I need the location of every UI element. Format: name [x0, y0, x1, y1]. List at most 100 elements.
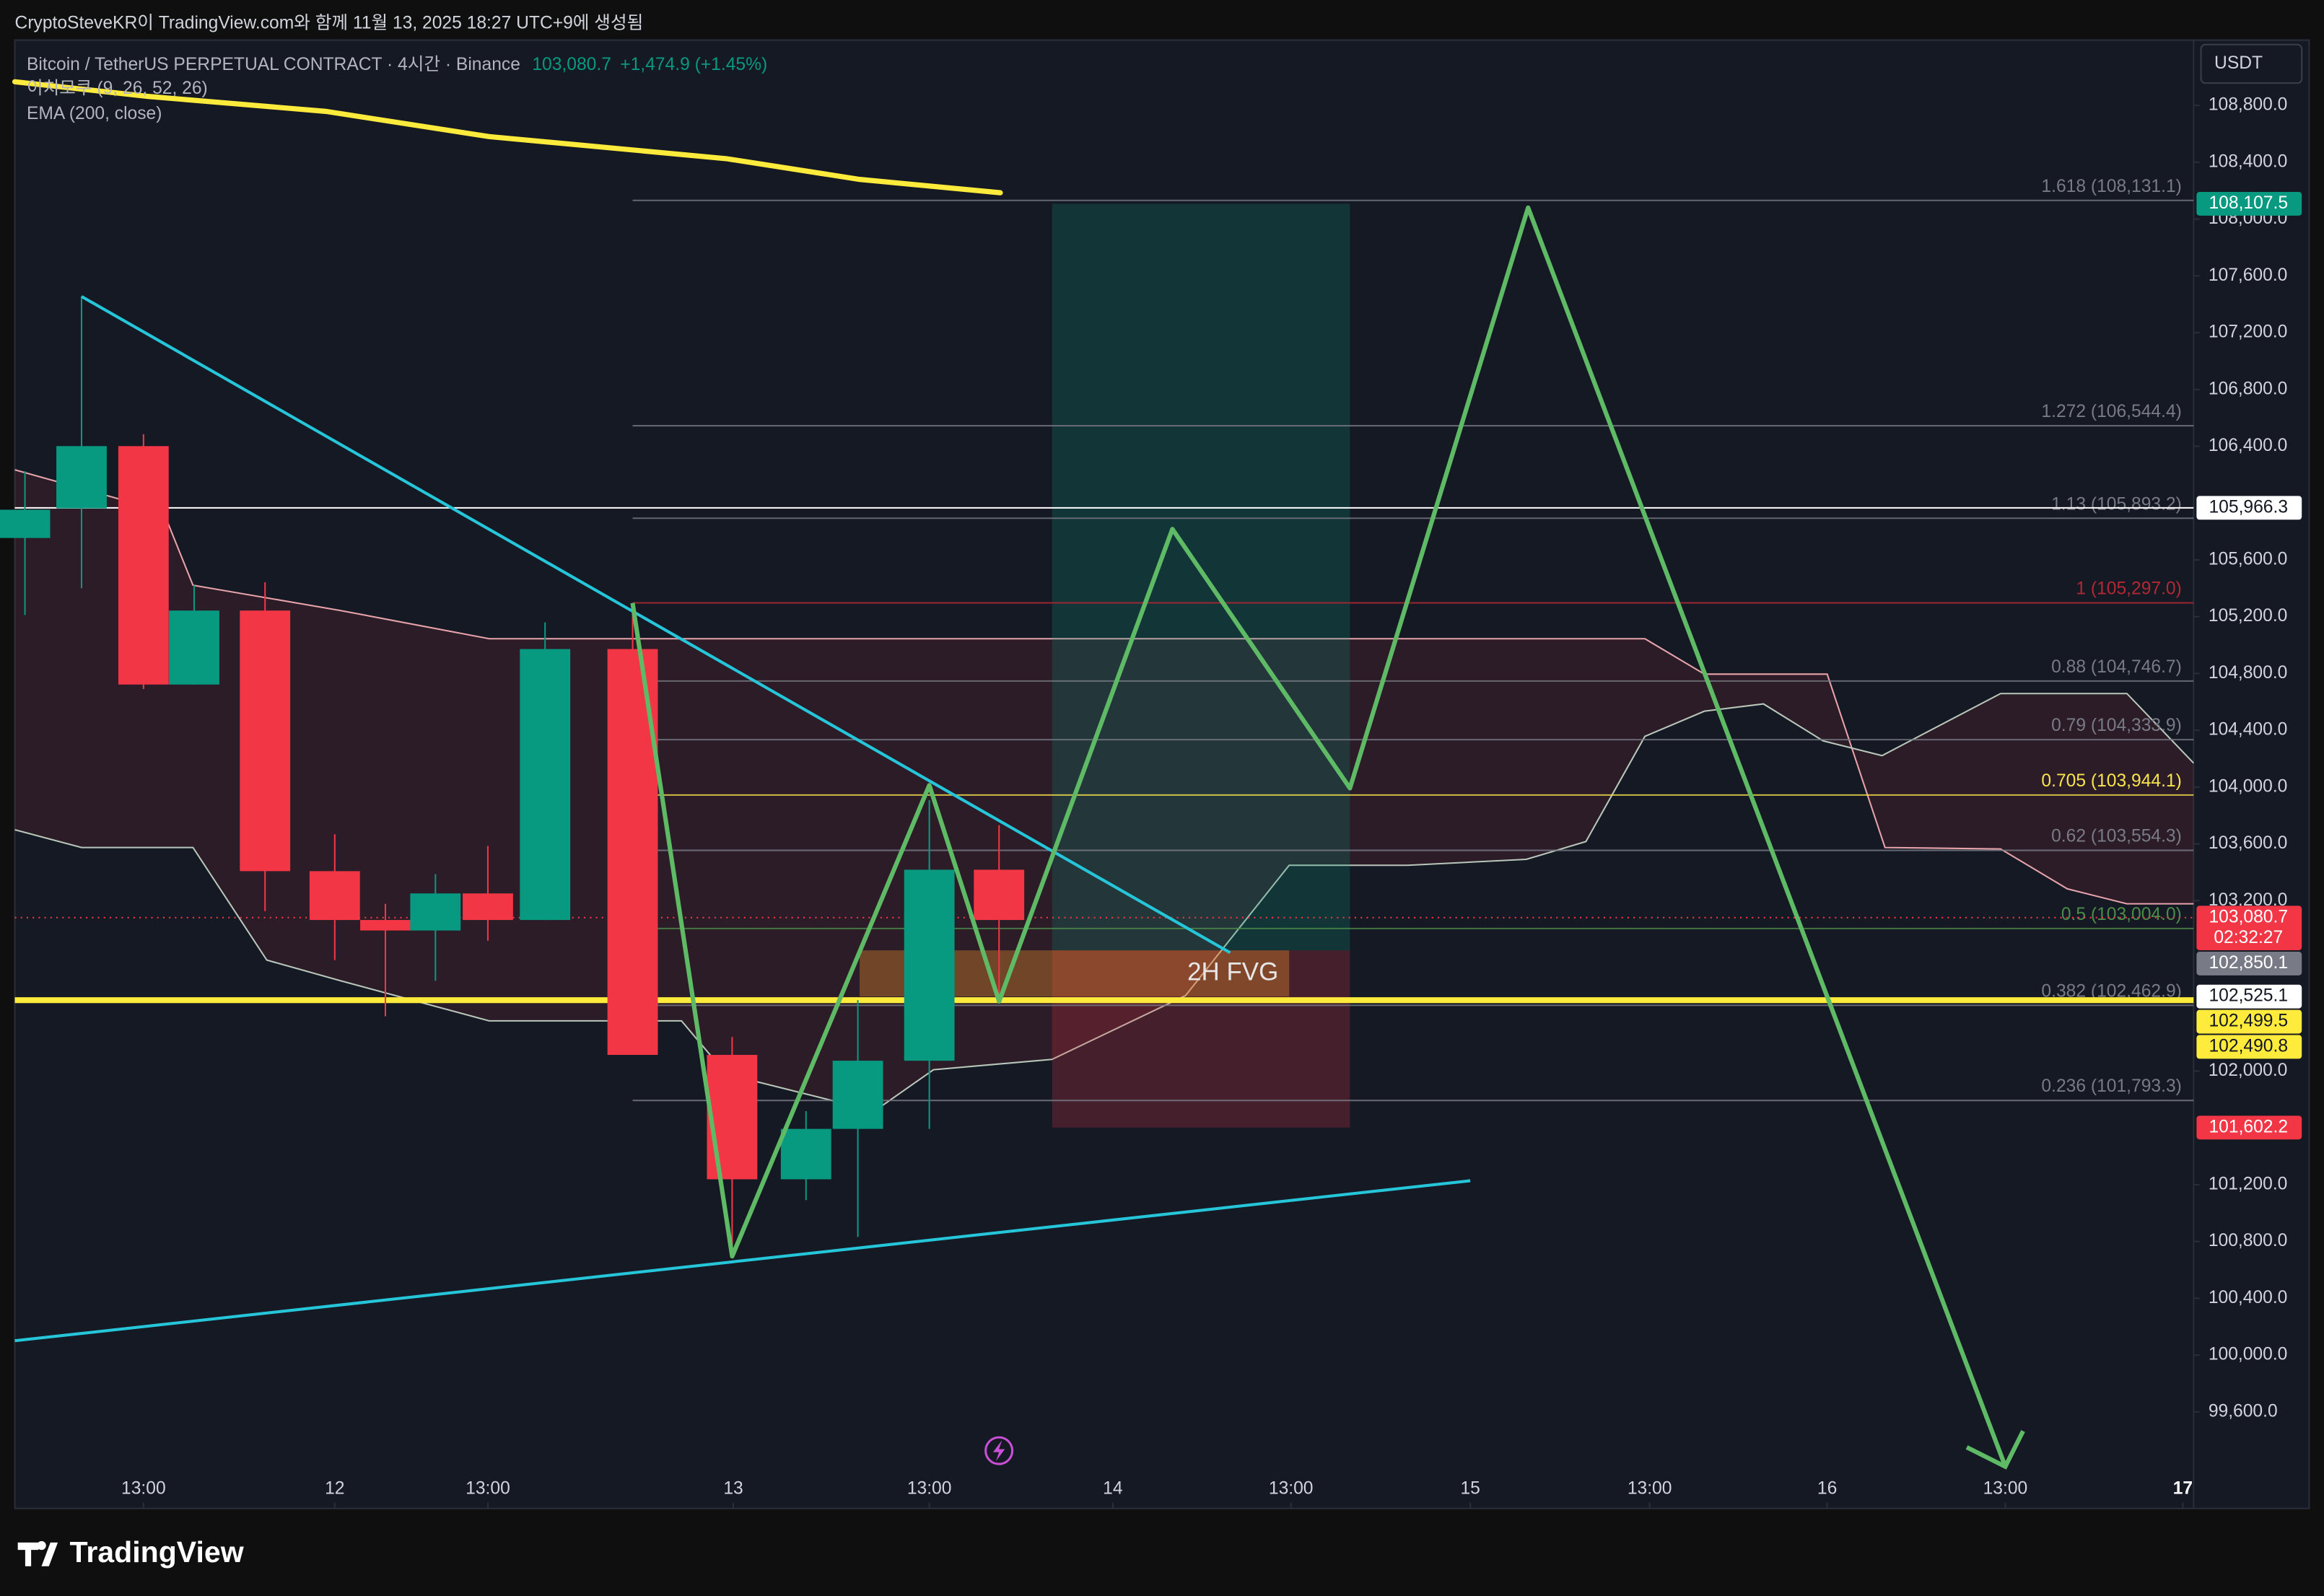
fvg-label: 2H FVG	[1187, 957, 1278, 986]
x-tick-label: 13:00	[1983, 1479, 2028, 1499]
x-tick-label: 13:00	[121, 1479, 166, 1499]
price-tag-label: 108,107.5	[2209, 193, 2288, 213]
cloud-fill	[14, 470, 2194, 1111]
y-tick-label: 106,800.0	[2209, 379, 2288, 398]
y-tick-label: 105,600.0	[2209, 549, 2288, 569]
candle-body	[832, 1061, 883, 1129]
x-tick-label: 13:00	[1269, 1479, 1314, 1499]
price-tag-countdown: 02:32:27	[2214, 928, 2283, 947]
price-tag-label: 105,966.3	[2209, 497, 2288, 517]
y-tick-label: 100,400.0	[2209, 1288, 2288, 1307]
x-tick-label: 12	[325, 1479, 344, 1499]
y-tick-label: 104,800.0	[2209, 663, 2288, 683]
position-target	[1052, 203, 1350, 951]
event-icon-bolt[interactable]	[992, 1440, 1005, 1461]
price-change: +1,474.9 (+1.45%)	[620, 55, 767, 74]
x-tick-label: 16	[1817, 1479, 1837, 1499]
y-tick-label: 108,400.0	[2209, 152, 2288, 171]
candle-body	[974, 869, 1025, 921]
y-tick-label: 105,200.0	[2209, 606, 2288, 626]
y-tick-label: 102,000.0	[2209, 1061, 2288, 1080]
candle-body	[410, 893, 461, 931]
candle-body	[463, 893, 513, 921]
currency-box[interactable]	[2200, 43, 2303, 84]
fib-label: 0.5 (103,004.0)	[2061, 905, 2182, 924]
ema-line	[12, 79, 1003, 196]
candle-body	[0, 509, 51, 538]
event-icon[interactable]	[984, 1436, 1014, 1465]
position-stop	[1052, 950, 1350, 1128]
price-tag	[2196, 192, 2302, 216]
fib-label: 1.272 (106,544.4)	[2041, 402, 2181, 421]
indicator-label: EMA (200, close)	[27, 104, 162, 123]
projection-arrowhead	[1965, 1429, 2025, 1470]
cloud-upper	[14, 469, 2194, 905]
price-tag	[2196, 906, 2302, 950]
price-tag	[2196, 496, 2302, 520]
cloud-lower	[14, 693, 2195, 1113]
candle-body	[56, 446, 107, 509]
trendline	[14, 1179, 1471, 1343]
x-tick-label: 13	[723, 1479, 743, 1499]
logo-mark	[17, 1540, 58, 1566]
price-tag-label: 102,850.1	[2209, 953, 2288, 973]
fib-label: 0.88 (104,746.7)	[2051, 657, 2182, 677]
last-price: 103,080.7	[532, 55, 611, 74]
x-tick-label: 14	[1103, 1479, 1122, 1499]
y-tick-label: 101,200.0	[2209, 1174, 2288, 1193]
x-tick-label: 17	[2173, 1479, 2193, 1499]
x-tick-label: 13:00	[466, 1479, 510, 1499]
candle-body	[904, 869, 955, 1061]
caption: CryptoSteveKR이 TradingView.com와 함께 11월 1…	[15, 13, 644, 33]
y-tick-label: 104,000.0	[2209, 776, 2288, 796]
currency[interactable]: USDT	[2214, 53, 2263, 73]
candle-body	[707, 1055, 758, 1180]
candle-body	[520, 649, 571, 921]
candle-body	[118, 446, 169, 685]
price-tag	[2196, 984, 2302, 1009]
price-tag-label: 103,080.7	[2209, 907, 2288, 926]
fib-label: 0.705 (103,944.1)	[2041, 771, 2181, 791]
x-tick-label: 15	[1460, 1479, 1480, 1499]
y-tick-label: 103,600.0	[2209, 833, 2288, 853]
y-tick-label: 99,600.0	[2209, 1401, 2278, 1421]
price-tag-label: 102,525.1	[2209, 986, 2288, 1006]
y-tick-label: 107,600.0	[2209, 266, 2288, 285]
y-tick-label: 104,400.0	[2209, 720, 2288, 740]
brand-logo	[17, 1540, 58, 1566]
y-tick-label: 106,400.0	[2209, 436, 2288, 455]
y-tick-label: 108,800.0	[2209, 95, 2288, 115]
price-tag	[2196, 1035, 2302, 1059]
fib-label: 1.618 (108,131.1)	[2041, 177, 2181, 196]
candle-body	[780, 1128, 831, 1180]
price-tag-label: 102,499.5	[2209, 1012, 2288, 1031]
fib-label: 1 (105,297.0)	[2076, 579, 2182, 599]
candle-body	[309, 871, 360, 921]
price-tag-label: 102,490.8	[2209, 1036, 2288, 1056]
plot-layer: 1.618 (108,131.1) 1.272 (106,544.4) 1.13 (…	[0, 79, 2302, 1509]
brand: TradingView	[70, 1535, 245, 1569]
price-tag-label: 101,602.2	[2209, 1117, 2288, 1136]
trendline	[80, 295, 1231, 955]
indicator-label: 이치모쿠 (9, 26, 52, 26)	[27, 78, 208, 98]
y-tick-label: 107,200.0	[2209, 323, 2288, 342]
y-tick-label: 100,000.0	[2209, 1345, 2288, 1364]
candle-body	[360, 920, 411, 931]
symbol: Bitcoin / TetherUS PERPETUAL CONTRACT · …	[27, 55, 520, 74]
price-tag	[2196, 1009, 2302, 1034]
price-tag	[2196, 1115, 2302, 1140]
fib-label: 1.13 (105,893.2)	[2051, 494, 2182, 514]
x-tick-label: 13:00	[907, 1479, 952, 1499]
fib-label: 0.62 (103,554.3)	[2051, 827, 2182, 846]
x-tick-label: 13:00	[1628, 1479, 1672, 1499]
event-icon-ring[interactable]	[984, 1436, 1014, 1465]
candle-body	[240, 610, 291, 872]
projection-path	[630, 205, 2008, 1468]
y-tick-label: 100,800.0	[2209, 1231, 2288, 1250]
fib-label: 0.79 (104,333.9)	[2051, 716, 2182, 735]
candle-body	[169, 610, 219, 685]
fib-label: 0.236 (101,793.3)	[2041, 1077, 2181, 1096]
price-tag	[2196, 952, 2302, 975]
